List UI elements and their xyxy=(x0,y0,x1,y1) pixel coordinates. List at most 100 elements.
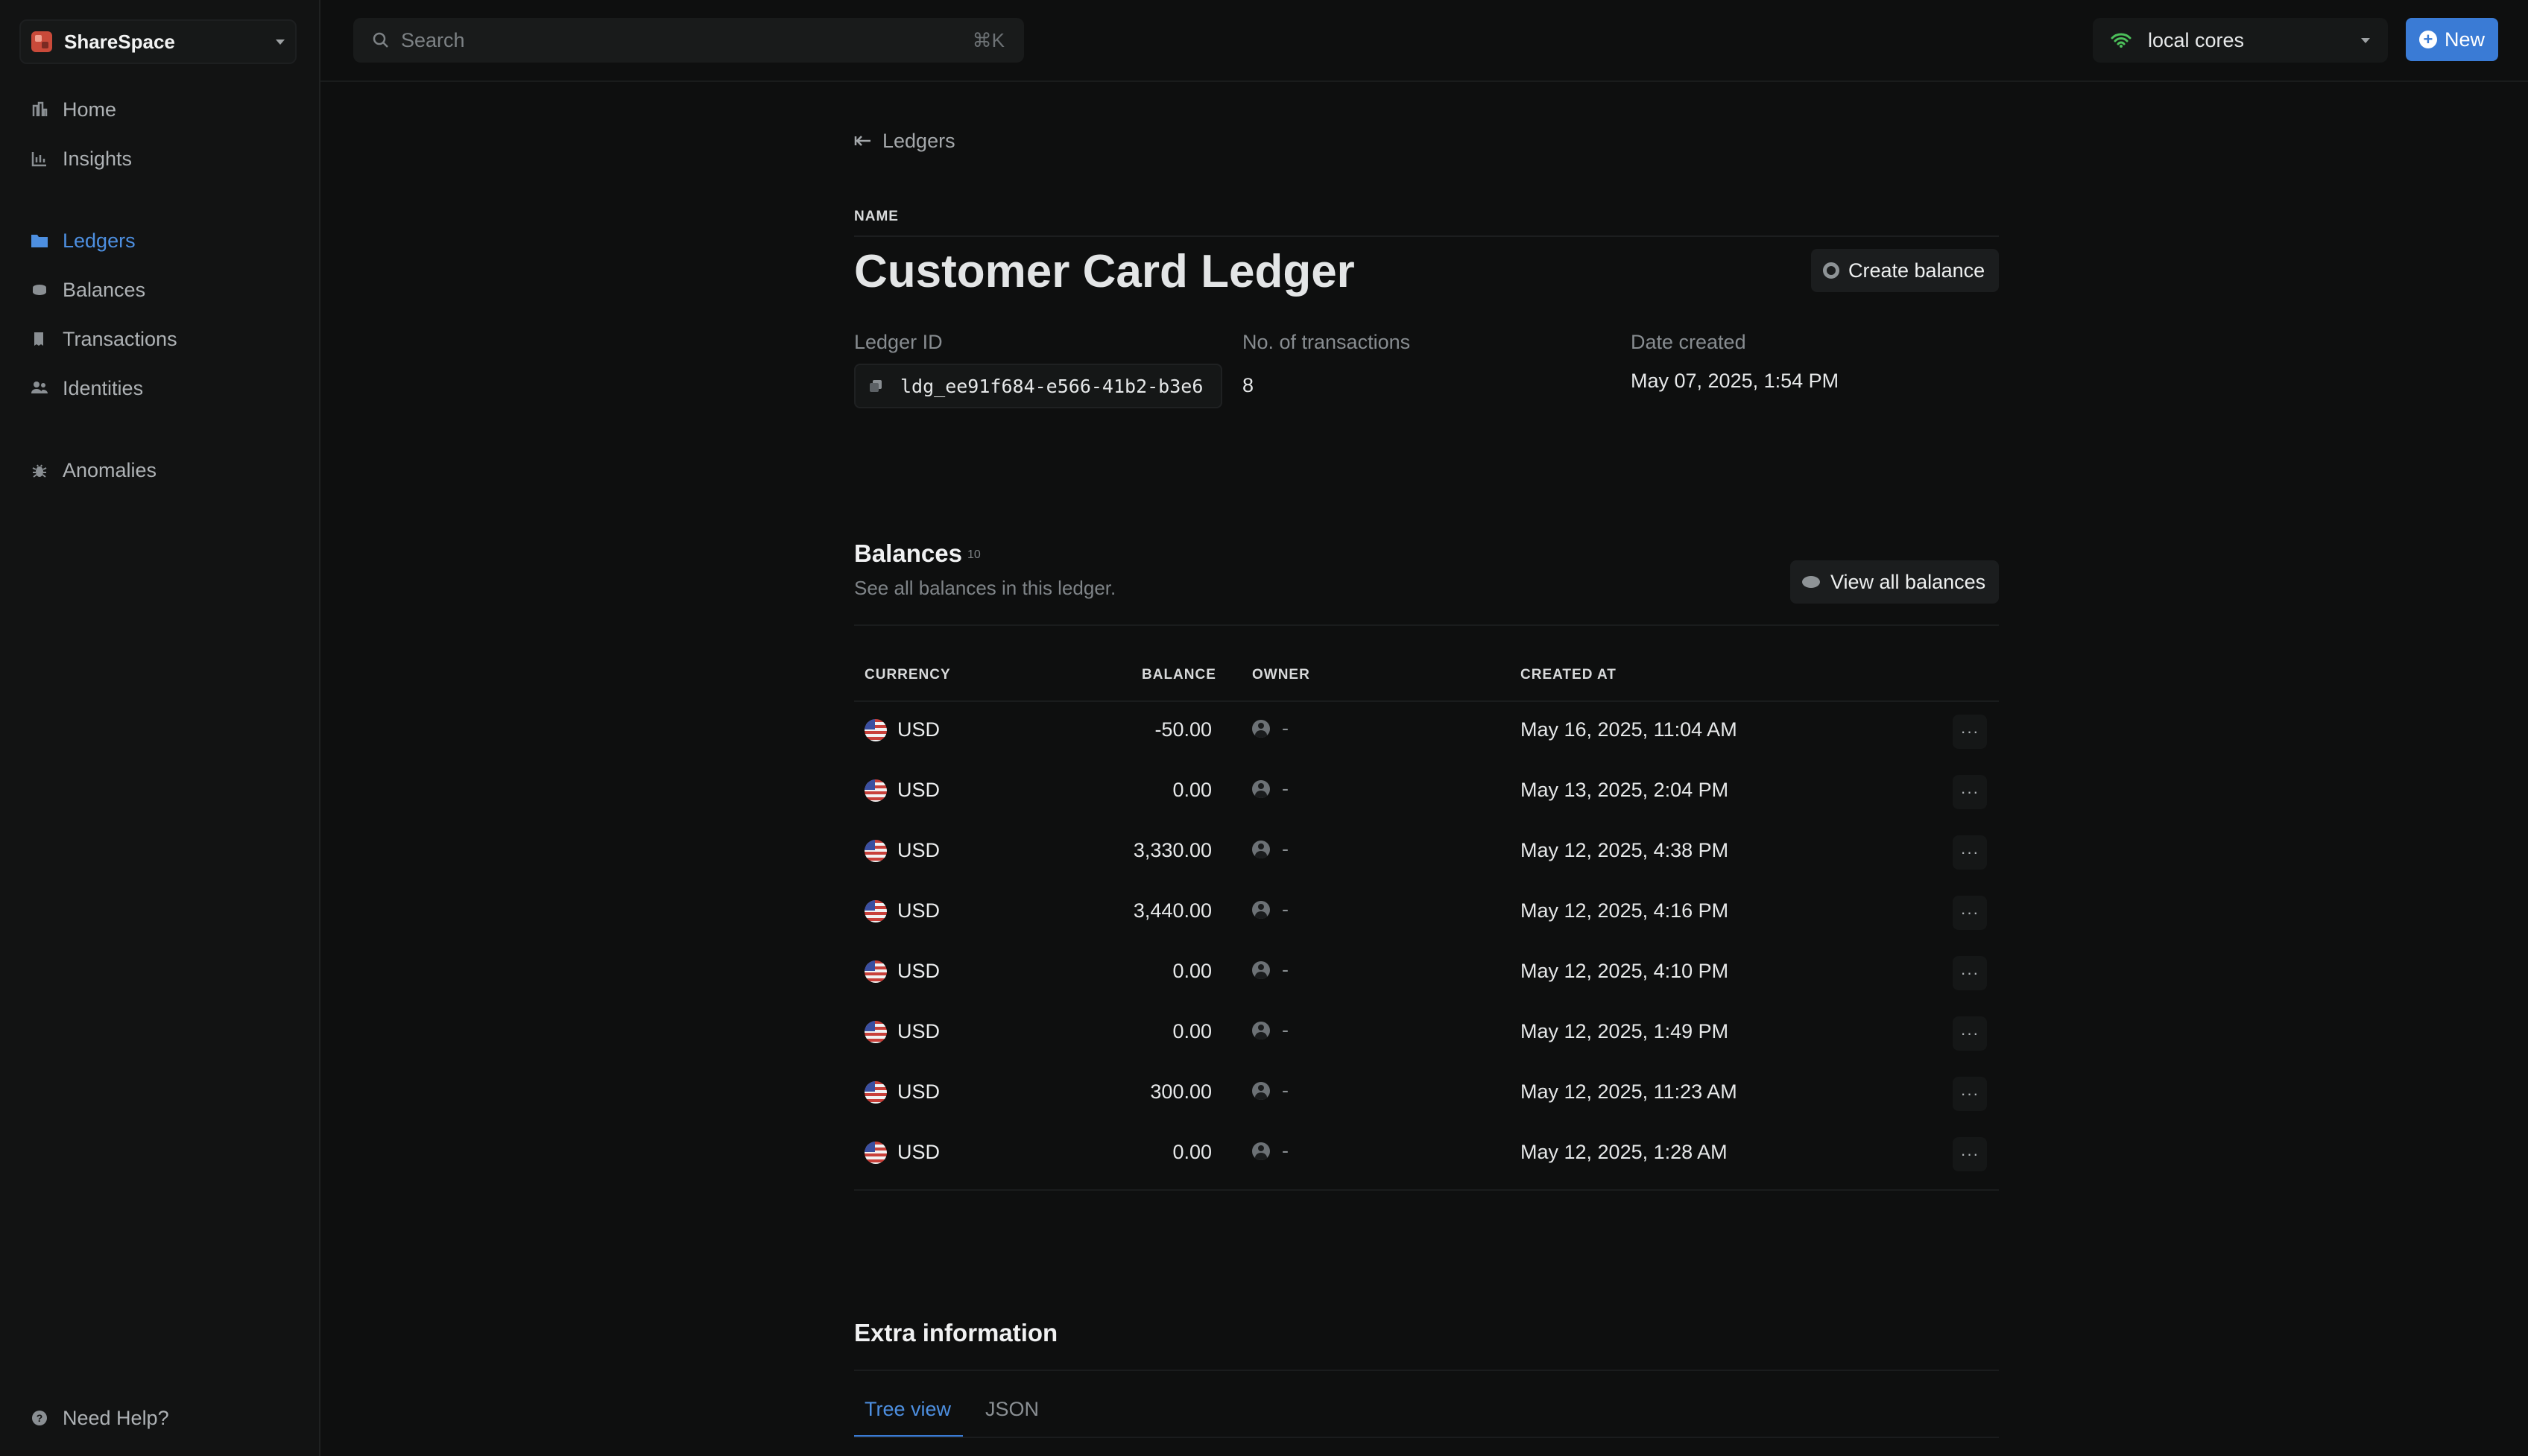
currency-code: USD xyxy=(897,1141,941,1163)
owner-value: - xyxy=(1282,777,1289,800)
created-at-value: May 12, 2025, 1:28 AM xyxy=(1520,1141,1728,1163)
more-options-button[interactable]: ··· xyxy=(1953,896,1987,930)
currency-code: USD xyxy=(897,779,941,801)
environment-selector[interactable]: local cores xyxy=(2093,18,2388,63)
ellipsis-icon: ··· xyxy=(1960,722,1979,741)
owner-cell: - xyxy=(1252,838,1289,861)
help-label: Need Help? xyxy=(63,1406,169,1429)
column-header-owner[interactable]: OWNER xyxy=(1252,667,1310,683)
us-flag-icon xyxy=(865,1141,887,1164)
user-avatar-icon xyxy=(1252,840,1270,858)
home-icon xyxy=(30,100,49,119)
new-button-label: New xyxy=(2444,28,2485,51)
created-at-value: May 12, 2025, 11:23 AM xyxy=(1520,1080,1737,1103)
us-flag-icon xyxy=(865,960,887,983)
sidebar-item-label: Transactions xyxy=(63,327,177,350)
column-header-currency[interactable]: CURRENCY xyxy=(865,667,951,683)
divider xyxy=(854,1370,1999,1371)
more-options-button[interactable]: ··· xyxy=(1953,775,1987,809)
currency-code: USD xyxy=(897,960,941,982)
more-options-button[interactable]: ··· xyxy=(1953,835,1987,870)
name-label: NAME xyxy=(854,209,899,224)
currency-cell: USD xyxy=(865,1020,940,1043)
balance-amount: 3,440.00 xyxy=(1133,899,1212,922)
sidebar-item-label: Home xyxy=(63,98,117,121)
table-row[interactable]: USD 0.00 - May 12, 2025, 4:10 PM ··· xyxy=(854,943,1999,1004)
new-button[interactable]: + New xyxy=(2406,18,2498,61)
workspace-switcher[interactable]: ShareSpace xyxy=(19,19,297,64)
help-link[interactable]: ? Need Help? xyxy=(30,1399,169,1437)
table-row[interactable]: USD 0.00 - May 12, 2025, 1:49 PM ··· xyxy=(854,1004,1999,1064)
more-options-button[interactable]: ··· xyxy=(1953,956,1987,990)
plus-icon: + xyxy=(2418,31,2437,48)
ellipsis-icon: ··· xyxy=(1960,843,1979,861)
more-options-button[interactable]: ··· xyxy=(1953,1077,1987,1111)
sidebar-item-balances[interactable]: Balances xyxy=(30,271,145,308)
divider xyxy=(854,235,1999,237)
ledger-id-copy[interactable]: ldg_ee91f684-e566-41b2-b3e6 xyxy=(854,364,1222,408)
sidebar-item-anomalies[interactable]: Anomalies xyxy=(30,452,157,489)
owner-value: - xyxy=(1282,717,1289,739)
us-flag-icon xyxy=(865,839,887,862)
ellipsis-icon: ··· xyxy=(1960,963,1979,982)
balance-amount: 3,330.00 xyxy=(1133,839,1212,861)
more-options-button[interactable]: ··· xyxy=(1953,1016,1987,1051)
bar-chart-icon xyxy=(30,149,49,168)
view-all-balances-button[interactable]: View all balances xyxy=(1790,560,1999,604)
owner-cell: - xyxy=(1252,1019,1289,1042)
owner-value: - xyxy=(1282,1139,1289,1162)
date-created-label: Date created xyxy=(1631,331,1746,353)
sidebar-item-identities[interactable]: Identities xyxy=(30,370,143,407)
currency-code: USD xyxy=(897,1080,941,1103)
sidebar-item-home[interactable]: Home xyxy=(30,91,116,128)
us-flag-icon xyxy=(865,1020,887,1043)
transactions-count-value: 8 xyxy=(1242,374,1254,396)
user-avatar-icon xyxy=(1252,960,1270,979)
tab-json[interactable]: JSON xyxy=(985,1398,1040,1420)
more-options-button[interactable]: ··· xyxy=(1953,715,1987,749)
currency-cell: USD xyxy=(865,718,940,741)
tab-tree-view[interactable]: Tree view xyxy=(865,1398,952,1420)
balances-count-badge: 10 xyxy=(967,548,981,561)
column-header-created-at[interactable]: CREATED AT xyxy=(1520,667,1617,683)
receipt-icon xyxy=(30,329,49,349)
wifi-icon xyxy=(2111,32,2132,48)
balance-amount: 300.00 xyxy=(1150,1080,1212,1103)
owner-value: - xyxy=(1282,838,1289,860)
user-avatar-icon xyxy=(1252,1021,1270,1039)
user-avatar-icon xyxy=(1252,1081,1270,1100)
search-shortcut: ⌘K xyxy=(972,28,1005,51)
balances-title: Balances xyxy=(854,539,962,567)
bug-icon xyxy=(30,460,49,480)
currency-cell: USD xyxy=(865,779,940,802)
sidebar-item-insights[interactable]: Insights xyxy=(30,140,132,177)
ellipsis-icon: ··· xyxy=(1960,1024,1979,1042)
divider xyxy=(854,1189,1999,1191)
sidebar-item-transactions[interactable]: Transactions xyxy=(30,320,177,358)
view-all-balances-label: View all balances xyxy=(1830,570,1986,593)
back-link-label: Ledgers xyxy=(882,129,955,152)
chevron-down-icon xyxy=(2361,37,2370,43)
currency-cell: USD xyxy=(865,1080,940,1104)
divider xyxy=(854,700,1999,702)
owner-cell: - xyxy=(1252,1139,1289,1162)
column-header-balance[interactable]: BALANCE xyxy=(1142,667,1216,683)
table-row[interactable]: USD 300.00 - May 12, 2025, 11:23 AM ··· xyxy=(854,1064,1999,1124)
more-options-button[interactable]: ··· xyxy=(1953,1137,1987,1171)
sidebar-item-label: Anomalies xyxy=(63,458,157,481)
balance-amount: 0.00 xyxy=(1172,779,1212,801)
table-row[interactable]: USD 3,330.00 - May 12, 2025, 4:38 PM ··· xyxy=(854,823,1999,883)
coins-icon xyxy=(1802,576,1820,588)
balance-amount: -50.00 xyxy=(1154,718,1212,741)
create-balance-button[interactable]: Create balance xyxy=(1811,249,1999,292)
table-row[interactable]: USD -50.00 - May 16, 2025, 11:04 AM ··· xyxy=(854,702,1999,762)
sidebar-item-ledgers[interactable]: Ledgers xyxy=(30,222,136,259)
created-at-value: May 13, 2025, 2:04 PM xyxy=(1520,779,1729,801)
currency-cell: USD xyxy=(865,839,940,862)
table-row[interactable]: USD 0.00 - May 12, 2025, 1:28 AM ··· xyxy=(854,1124,1999,1185)
back-link[interactable]: Ledgers xyxy=(854,122,955,159)
table-row[interactable]: USD 3,440.00 - May 12, 2025, 4:16 PM ··· xyxy=(854,883,1999,943)
table-row[interactable]: USD 0.00 - May 13, 2025, 2:04 PM ··· xyxy=(854,762,1999,823)
search-input[interactable]: Search ⌘K xyxy=(353,18,1024,63)
folder-icon xyxy=(30,231,49,250)
